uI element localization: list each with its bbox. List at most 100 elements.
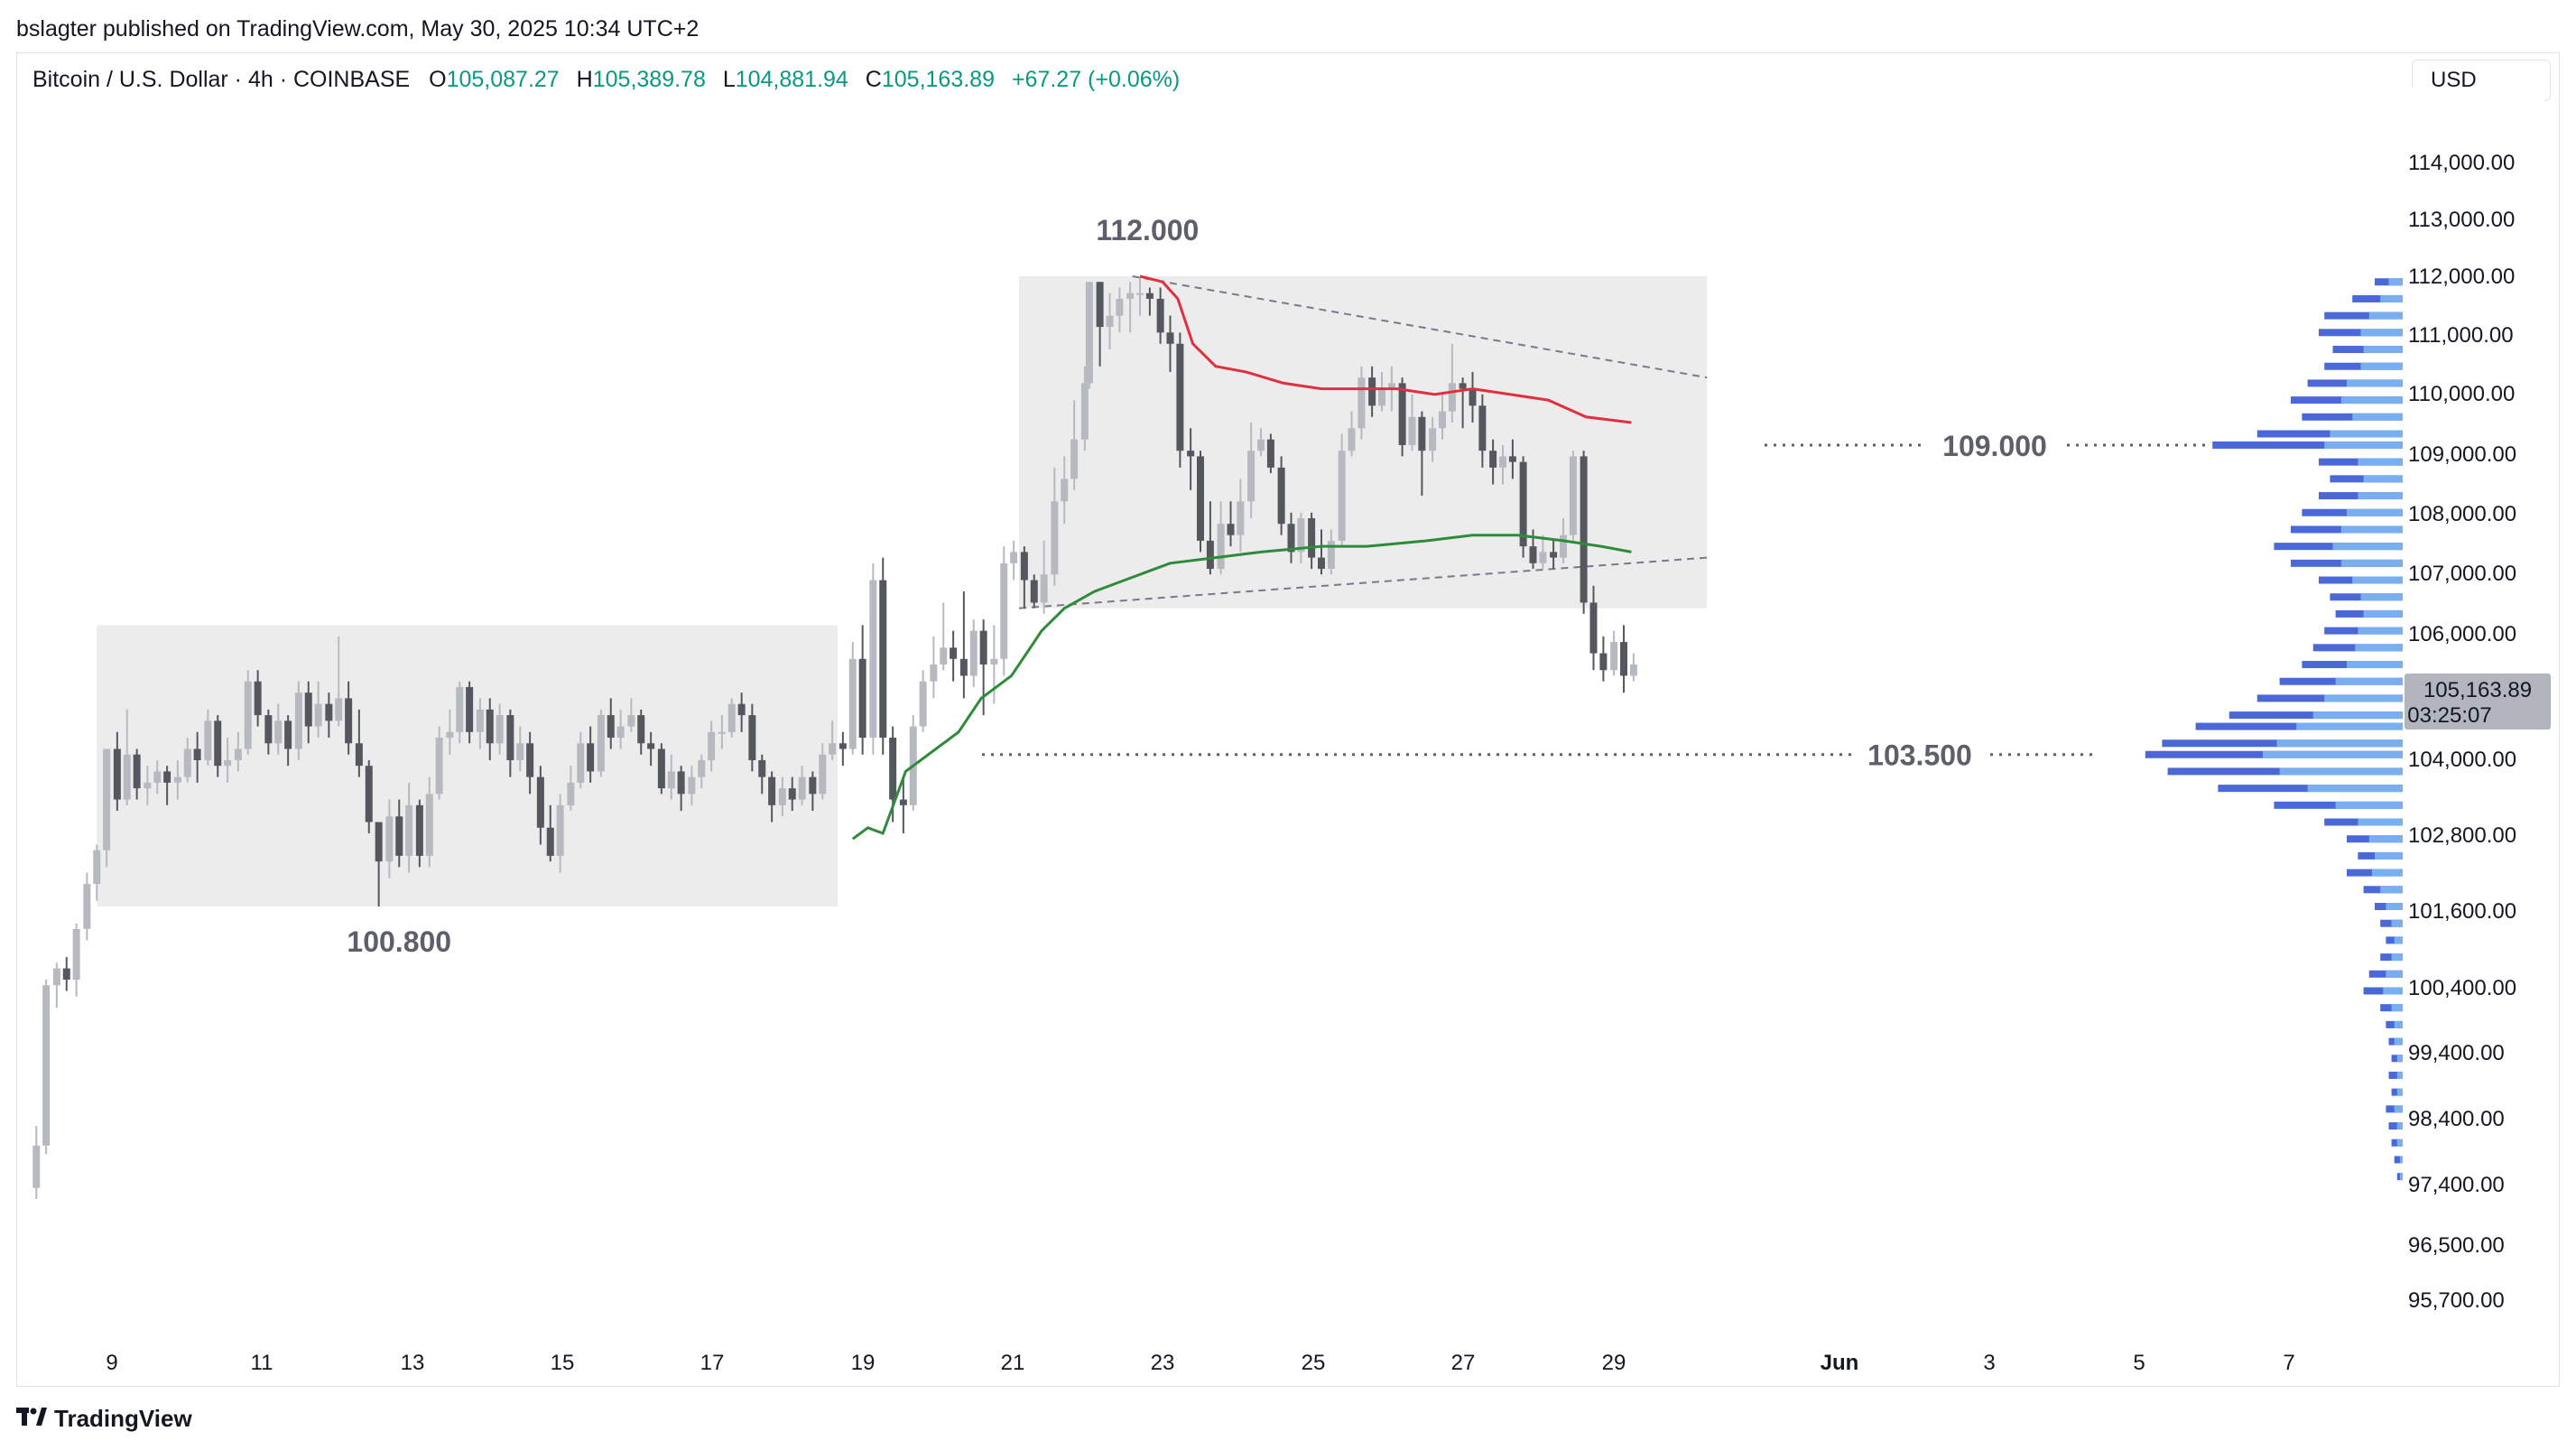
candle-body	[1085, 282, 1093, 384]
candle-body	[1156, 298, 1164, 333]
candle-body	[1287, 524, 1295, 553]
candle-body	[919, 681, 927, 727]
annotation-112000: 112.000	[1096, 214, 1199, 246]
candle-body	[1176, 343, 1184, 451]
candle-body	[990, 658, 998, 665]
candle-body	[32, 1145, 41, 1188]
y-tick-label: 97,400.00	[2408, 1173, 2505, 1197]
candle-body	[607, 715, 615, 739]
candle-body	[62, 968, 70, 981]
volume-profile-bar	[2279, 767, 2403, 776]
candle-body	[959, 658, 968, 676]
x-tick-label: 21	[1001, 1351, 1025, 1375]
last-price-tag	[2405, 674, 2551, 730]
volume-profile-bar	[2380, 886, 2403, 894]
volume-profile-bar	[2347, 508, 2403, 516]
y-tick-label: 107,000.00	[2408, 562, 2516, 586]
candle-body	[435, 738, 443, 795]
low-label: L	[722, 67, 736, 92]
close-value: 105,163.89	[881, 67, 995, 92]
candle-body	[1368, 377, 1376, 406]
y-tick-label: 114,000.00	[2408, 151, 2515, 175]
volume-profile-bar	[2324, 311, 2403, 320]
volume-profile-bar	[2391, 919, 2403, 927]
candle-body	[677, 771, 685, 795]
candle-body	[969, 630, 978, 676]
volume-profile-bar	[2347, 379, 2403, 387]
candle-body	[375, 822, 383, 862]
publisher-line: bslagter published on TradingView.com, M…	[16, 16, 700, 42]
y-tick-label: 111,000.00	[2408, 323, 2514, 348]
x-tick-label: 3	[1983, 1351, 1995, 1375]
candle-body	[748, 715, 756, 760]
candle-body	[1387, 383, 1395, 389]
volume-profile-bar	[2399, 1173, 2403, 1181]
candle-body	[355, 743, 363, 767]
volume-profile-bar	[2396, 1139, 2403, 1147]
y-tick-label: 98,400.00	[2408, 1107, 2505, 1131]
volume-profile-bar	[2391, 1004, 2403, 1012]
symbol-legend: Bitcoin / U.S. Dollar · 4h · COINBASE O1…	[32, 67, 1191, 93]
x-tick-label: 15	[551, 1351, 575, 1375]
candle-body	[1166, 332, 1174, 344]
volume-profile-bar	[2396, 1122, 2403, 1130]
candle-body	[637, 715, 645, 744]
candle-body	[1051, 501, 1059, 575]
candle-body	[1589, 602, 1598, 654]
candle-body	[103, 748, 111, 850]
candle-body	[1429, 428, 1437, 451]
volume-profile-bar	[2358, 458, 2403, 466]
candle-body	[1569, 456, 1577, 535]
annotation-109000: 109.000	[1942, 430, 2047, 462]
volume-profile-bar	[2368, 311, 2403, 320]
candle-body	[737, 703, 746, 716]
candle-body	[1499, 456, 1506, 468]
candle-body	[556, 804, 564, 856]
volume-profile-bar	[2307, 785, 2403, 793]
y-tick-label: 99,400.00	[2408, 1041, 2505, 1065]
candle-body	[214, 720, 222, 767]
volume-profile-bar	[2394, 1020, 2403, 1028]
candle-body	[567, 782, 575, 805]
candle-body	[546, 827, 554, 856]
volume-profile-bar	[2363, 609, 2403, 618]
candle-body	[1398, 383, 1406, 445]
candle-body	[1610, 642, 1618, 671]
x-tick-label: Jun	[1821, 1351, 1859, 1375]
candle-body	[616, 726, 625, 739]
candle-body	[536, 776, 544, 828]
candle-body	[889, 738, 897, 800]
candle-body	[597, 715, 605, 772]
trendline	[1132, 275, 1708, 379]
volume-profile-bar	[2335, 801, 2403, 809]
y-tick-label: 108,000.00	[2408, 502, 2516, 526]
candle-body	[264, 715, 273, 744]
volume-profile-bar	[2360, 593, 2403, 601]
x-tick-label: 5	[2133, 1351, 2145, 1375]
candle-body	[1469, 388, 1477, 406]
x-tick-label: 25	[1302, 1351, 1326, 1375]
candle-body	[1448, 383, 1456, 412]
candle-body	[698, 759, 706, 777]
annotation-103500: 103.500	[1867, 739, 1972, 772]
candle-body	[446, 731, 454, 739]
x-tick-label: 19	[851, 1351, 876, 1375]
candle-body	[193, 748, 201, 760]
candle-body	[1620, 642, 1627, 676]
countdown-label: 03:25:07	[2407, 703, 2491, 728]
candle-body	[486, 709, 494, 744]
volume-profile-bar	[2394, 936, 2403, 944]
volume-profile-bar	[2358, 627, 2403, 635]
tradingview-logo[interactable]: TradingView	[16, 1405, 192, 1433]
candle-body	[1580, 456, 1588, 603]
candle-body	[294, 692, 302, 749]
symbol-title[interactable]: Bitcoin / U.S. Dollar · 4h · COINBASE	[32, 67, 411, 92]
x-tick-label: 13	[401, 1351, 425, 1375]
candle-body	[657, 748, 665, 789]
volume-profile-bar	[2383, 987, 2403, 995]
chart-frame[interactable]	[16, 52, 2560, 1387]
candle-body	[244, 681, 252, 749]
candle-body	[153, 771, 162, 783]
candle-body	[204, 720, 212, 760]
